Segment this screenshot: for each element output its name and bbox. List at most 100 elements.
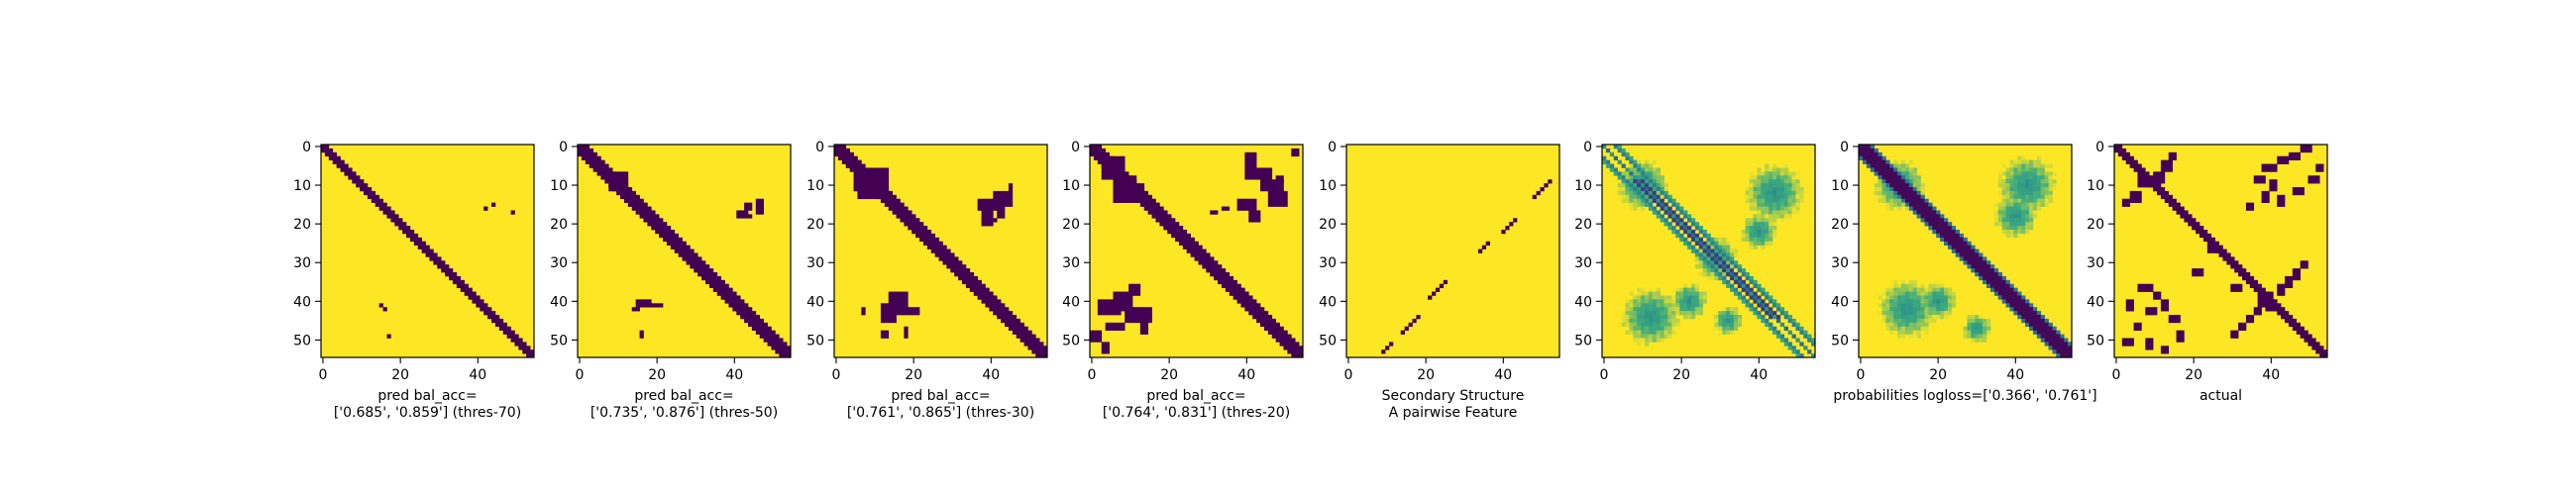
heatmap-cell (779, 342, 784, 347)
heatmap-cell (1252, 151, 1257, 157)
heatmap-cell (1121, 307, 1126, 312)
y-tick-label: 0 (1071, 140, 1080, 155)
heatmap-cell (1749, 230, 1754, 235)
heatmap-cell (912, 214, 916, 219)
heatmap-cell (1121, 326, 1126, 331)
heatmap-cell (1885, 194, 1890, 200)
heatmap-cell (1936, 210, 1941, 215)
heatmap-cell (1726, 245, 1731, 250)
heatmap-cell (720, 283, 725, 288)
heatmap-cell (1889, 202, 1894, 207)
heatmap-cell (1097, 303, 1103, 308)
heatmap-cell (1664, 311, 1668, 316)
heatmap-cell (1718, 275, 1723, 281)
heatmap-cell (2013, 163, 2018, 168)
heatmap-cell (1963, 334, 1968, 339)
heatmap-cell (2285, 283, 2290, 288)
heatmap-cell (2222, 252, 2227, 257)
heatmap-cell (1694, 283, 1700, 288)
heatmap-cell (1540, 187, 1545, 192)
heatmap-cell (1757, 295, 1762, 300)
heatmap-cell (2009, 307, 2014, 312)
heatmap-cell (2160, 299, 2166, 304)
heatmap-cell (2308, 145, 2312, 150)
heatmap-cell (861, 311, 866, 316)
heatmap-cell (1737, 264, 1743, 269)
heatmap-cell (969, 287, 975, 292)
heatmap-cell (1997, 275, 2002, 281)
heatmap-cell (2025, 226, 2030, 231)
heatmap-cell (1714, 268, 1719, 273)
heatmap-cell (1020, 338, 1024, 343)
heatmap-cell (1244, 198, 1249, 203)
heatmap-cell (1097, 151, 1103, 157)
heatmap-cell (1741, 287, 1746, 292)
heatmap-cell (2315, 167, 2320, 172)
heatmap-cell (612, 175, 617, 180)
heatmap-cell (1779, 334, 1785, 339)
heatmap-cell (585, 151, 590, 157)
heatmap-cell (2230, 334, 2235, 339)
heatmap-cell (2281, 311, 2286, 316)
heatmap-cell (2311, 179, 2316, 184)
heatmap-cell (1866, 145, 1872, 150)
heatmap-cell (627, 202, 633, 207)
heatmap-cell (635, 210, 640, 215)
heatmap-cell (1897, 299, 1902, 304)
heatmap-cell (1617, 145, 1622, 150)
heatmap-cell (2206, 241, 2212, 246)
heatmap-cell (647, 299, 652, 304)
heatmap-cell (1105, 155, 1110, 160)
heatmap-cell (989, 303, 994, 308)
heatmap-cell (1671, 311, 1676, 316)
heatmap-cell (1675, 291, 1680, 296)
heatmap-cell (1101, 175, 1106, 180)
heatmap-cell (1893, 311, 1898, 316)
heatmap-cell (1769, 311, 1773, 316)
heatmap-cell (1617, 148, 1622, 153)
heatmap-cell (647, 218, 652, 223)
heatmap-cell (340, 163, 345, 168)
heatmap-cell (1757, 198, 1762, 203)
heatmap-cell (1870, 159, 1875, 164)
y-tick-label: 10 (1831, 178, 1849, 194)
heatmap-cell (2005, 210, 2010, 215)
heatmap-cell (2017, 206, 2022, 211)
heatmap-cell (1128, 299, 1133, 304)
heatmap-cell (487, 311, 492, 316)
heatmap-cell (900, 214, 905, 219)
heatmap-cell (1202, 264, 1207, 269)
heatmap-cell (1924, 318, 1929, 324)
heatmap-cell (1090, 145, 1095, 150)
heatmap-cell (1989, 279, 1995, 285)
heatmap-cell (433, 260, 438, 265)
heatmap-cell (1629, 318, 1634, 324)
heatmap-cell (1248, 198, 1253, 203)
heatmap-cell (1885, 171, 1890, 176)
heatmap-cell (1706, 275, 1711, 281)
heatmap-cell (1779, 187, 1785, 192)
heatmap-cell (1694, 307, 1700, 312)
heatmap-cell (1194, 241, 1199, 246)
heatmap-cell (1753, 187, 1758, 192)
heatmap-cell (2005, 291, 2010, 296)
heatmap-cell (2188, 222, 2193, 227)
heatmap-cell (635, 194, 640, 200)
heatmap-cell (1783, 210, 1788, 215)
heatmap-cell (1916, 210, 1921, 215)
heatmap-cell (1109, 175, 1114, 180)
heatmap-cell (1621, 163, 1626, 168)
heatmap-cell (1544, 183, 1549, 188)
heatmap-cell (581, 151, 587, 157)
heatmap-cell (1936, 303, 1941, 308)
heatmap-cell (1637, 299, 1642, 304)
heatmap-cell (1178, 226, 1184, 231)
heatmap-cell (1240, 287, 1245, 292)
heatmap-cell (1155, 202, 1160, 207)
heatmap-cell (1202, 260, 1207, 265)
heatmap-cell (1866, 148, 1872, 153)
heatmap-cell (1263, 315, 1269, 320)
heatmap-cell (934, 252, 939, 257)
heatmap-cell (2184, 218, 2189, 223)
heatmap-cell (1959, 252, 1964, 257)
